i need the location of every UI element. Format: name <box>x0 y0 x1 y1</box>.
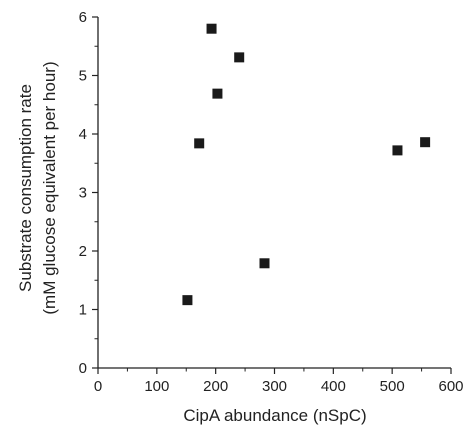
data-point <box>206 23 217 34</box>
data-point <box>259 258 270 269</box>
y-tick-label: 4 <box>79 126 87 143</box>
x-axis-title: CipA abundance (nSpC) <box>183 406 366 425</box>
y-axis-title-line-2: (mM glucose equivalent per hour) <box>40 61 59 314</box>
y-tick-label: 3 <box>79 185 87 202</box>
y-tick-label: 5 <box>79 68 87 85</box>
y-tick-label: 1 <box>79 302 87 319</box>
data-point <box>420 137 431 148</box>
data-point <box>182 295 193 306</box>
x-tick-label: 200 <box>203 378 228 395</box>
x-tick-label: 400 <box>321 378 346 395</box>
data-point <box>234 52 245 63</box>
data-point <box>212 88 223 99</box>
x-tick-label: 300 <box>262 378 287 395</box>
x-tick-label: 0 <box>94 378 102 395</box>
x-tick-label: 600 <box>438 378 463 395</box>
x-tick-label: 500 <box>380 378 405 395</box>
y-tick-label: 2 <box>79 243 87 260</box>
y-axis-title-line-1: Substrate consumption rate <box>16 84 35 292</box>
data-point <box>194 138 205 149</box>
y-tick-label: 0 <box>79 360 87 377</box>
data-point <box>392 145 403 156</box>
y-tick-label: 6 <box>79 9 87 26</box>
x-tick-label: 100 <box>144 378 169 395</box>
y-axis-title: Substrate consumption rate (mM glucose e… <box>16 61 59 314</box>
